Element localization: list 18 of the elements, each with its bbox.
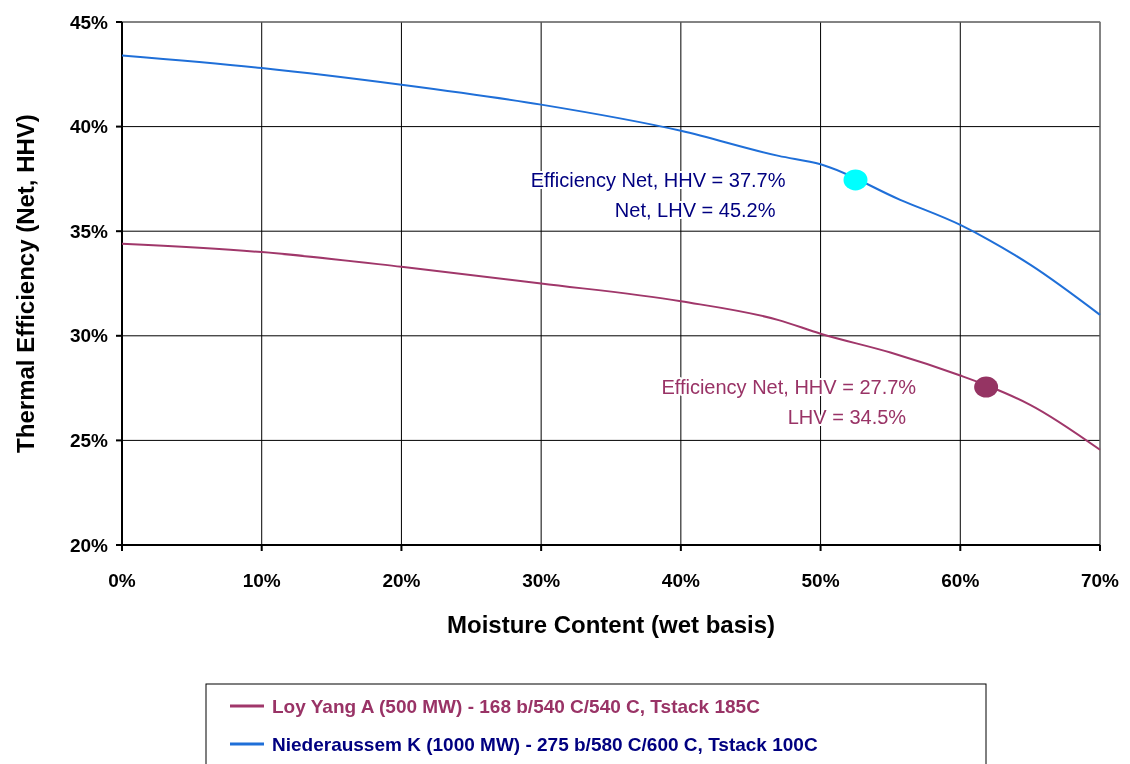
x-tick-label: 60%	[941, 570, 980, 591]
y-axis-title: Thermal Efficiency (Net, HHV)	[12, 114, 39, 453]
x-tick-label: 20%	[382, 570, 421, 591]
y-tick-label: 30%	[69, 325, 109, 347]
legend-label: Loy Yang A (500 MW) - 168 b/540 C/540 C, Tstack 185C	[272, 695, 761, 717]
x-tick-label: 50%	[801, 570, 840, 591]
y-tick-label: 40%	[69, 116, 109, 138]
y-tick-label: 25%	[69, 430, 109, 452]
legend-label: Niederaussem K (1000 MW) - 275 b/580 C/600 C, Tstack 100C	[272, 733, 818, 755]
y-tick-label: 35%	[69, 220, 109, 242]
x-tick-label: 10%	[242, 570, 281, 591]
y-tick-label: 20%	[69, 534, 109, 556]
x-tick-label: 30%	[522, 570, 561, 591]
x-tick-label: 70%	[1080, 570, 1120, 591]
x-tick-label: 0%	[108, 570, 136, 591]
x-tick-label: 40%	[661, 570, 700, 591]
x-axis-title: Moisture Content (wet basis)	[446, 611, 776, 638]
y-tick-label: 45%	[69, 11, 109, 33]
